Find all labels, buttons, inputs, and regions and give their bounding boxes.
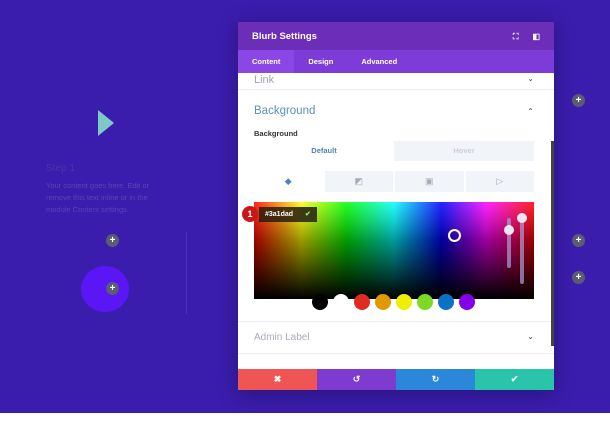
- state-default-tab[interactable]: Default: [254, 141, 394, 161]
- swatch-blue[interactable]: [438, 294, 454, 310]
- add-row-button[interactable]: +: [572, 94, 585, 107]
- swatch-green[interactable]: [417, 294, 433, 310]
- modal-header: Blurb Settings ⛶ ◧: [238, 22, 554, 50]
- column-divider: [186, 232, 187, 314]
- color-picker[interactable]: 1 #3a1dad ✔: [242, 202, 534, 299]
- background-type-tabs: ◆ ◩ ▣ ▷: [254, 171, 534, 192]
- color-selector-handle[interactable]: [448, 229, 461, 242]
- add-module-button[interactable]: +: [106, 234, 119, 247]
- swatch-red[interactable]: [354, 294, 370, 310]
- save-button[interactable]: ✔: [475, 369, 554, 390]
- hex-value[interactable]: #3a1dad: [265, 211, 294, 218]
- undo-button[interactable]: ↺: [317, 369, 396, 390]
- tab-design[interactable]: Design: [308, 57, 334, 66]
- link-section-toggle[interactable]: Link: [254, 74, 275, 86]
- modal-footer: ✖ ↺ ↻ ✔: [238, 369, 554, 390]
- add-module-button[interactable]: +: [106, 282, 119, 295]
- swatch-orange[interactable]: [375, 294, 391, 310]
- divider: [238, 89, 554, 90]
- settings-modal: Blurb Settings ⛶ ◧ Content Design Advance…: [238, 22, 554, 390]
- opacity-slider-knob[interactable]: [517, 213, 527, 223]
- state-tabs: Default Hover: [254, 141, 534, 161]
- circle-module[interactable]: [81, 266, 129, 312]
- modal-title: Blurb Settings: [252, 30, 317, 42]
- add-section-button[interactable]: +: [572, 271, 585, 284]
- background-section-toggle[interactable]: Background: [254, 105, 316, 117]
- sidebar-icon[interactable]: ◧: [532, 31, 540, 41]
- modal-tabs: Content Design Advanced: [238, 50, 554, 73]
- divider: [238, 353, 554, 354]
- chevron-down-icon[interactable]: ⌄: [527, 332, 534, 341]
- swatch-purple[interactable]: [459, 294, 475, 310]
- check-icon[interactable]: ✔: [299, 207, 317, 222]
- blurb-title: Step 1: [46, 163, 75, 174]
- cancel-button[interactable]: ✖: [238, 369, 317, 390]
- background-label: Background: [254, 129, 298, 138]
- hue-slider-knob[interactable]: [504, 225, 514, 235]
- video-icon[interactable]: ▷: [465, 171, 534, 192]
- chevron-down-icon[interactable]: ⌄: [527, 74, 534, 83]
- add-row-button[interactable]: +: [572, 234, 585, 247]
- color-icon[interactable]: ◆: [254, 171, 323, 192]
- tab-content[interactable]: Content: [238, 50, 295, 73]
- opacity-slider[interactable]: [520, 218, 524, 284]
- scrollbar[interactable]: [551, 141, 554, 346]
- swatch-yellow[interactable]: [396, 294, 412, 310]
- tab-advanced[interactable]: Advanced: [361, 57, 398, 66]
- chevron-up-icon[interactable]: ⌃: [527, 107, 534, 116]
- swatch-black[interactable]: [312, 294, 328, 310]
- play-arrow-icon: [98, 110, 114, 136]
- swatch-white[interactable]: [333, 294, 349, 310]
- divider: [238, 321, 554, 322]
- redo-button[interactable]: ↻: [396, 369, 475, 390]
- color-swatches: [312, 294, 475, 310]
- fullscreen-icon[interactable]: ⛶: [512, 31, 519, 41]
- state-hover-tab[interactable]: Hover: [453, 146, 475, 155]
- image-icon[interactable]: ▣: [395, 171, 464, 192]
- admin-label-toggle[interactable]: Admin Label: [254, 332, 310, 343]
- gradient-icon[interactable]: ◩: [324, 171, 393, 192]
- step-badge: 1: [242, 206, 258, 222]
- modal-body: Link ⌄ Background ⌃ Background Default H…: [238, 73, 554, 368]
- hex-input[interactable]: #3a1dad ✔: [259, 207, 317, 222]
- hue-slider[interactable]: [507, 218, 511, 268]
- blurb-body: Your content goes here. Edit or remove t…: [46, 181, 150, 214]
